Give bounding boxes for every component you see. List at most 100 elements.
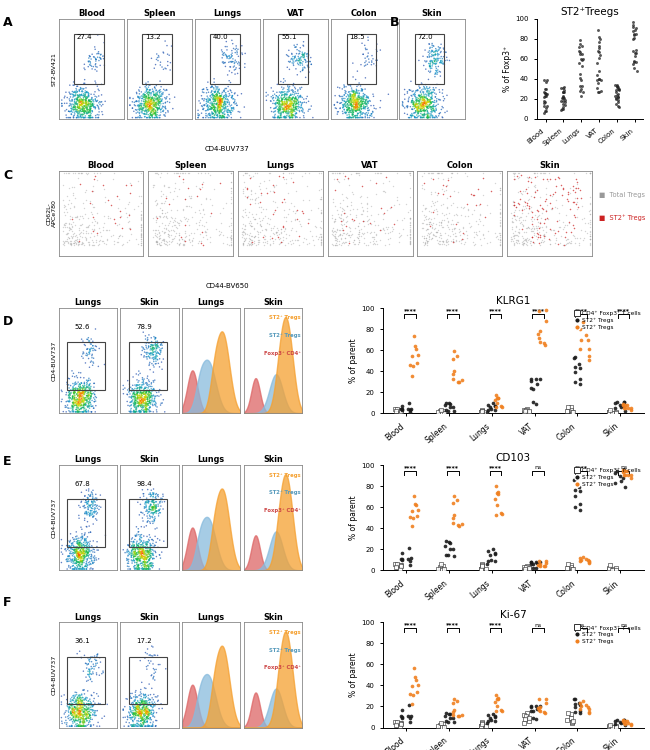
- Point: [438, 91, 448, 103]
- Point: [246, 236, 256, 248]
- Point: [288, 104, 298, 116]
- Point: [133, 392, 143, 404]
- Point: [125, 99, 135, 111]
- Point: [337, 83, 348, 95]
- Point: [423, 88, 434, 101]
- Point: [421, 100, 431, 112]
- Point: [134, 112, 144, 124]
- Point: [140, 707, 151, 719]
- Point: [71, 545, 81, 557]
- Point: [493, 693, 504, 705]
- Point: [410, 88, 420, 100]
- Point: [71, 696, 81, 708]
- Point: [240, 167, 251, 179]
- Point: [136, 506, 147, 518]
- Point: [346, 112, 357, 124]
- Point: [134, 562, 144, 574]
- Point: [353, 102, 363, 114]
- Point: [83, 506, 94, 518]
- Point: [610, 562, 621, 574]
- Point: [155, 104, 166, 116]
- Point: [143, 496, 153, 508]
- Point: [144, 94, 154, 106]
- Point: [77, 524, 87, 536]
- Point: [103, 194, 113, 206]
- Point: [64, 402, 74, 414]
- Point: [133, 99, 144, 111]
- Point: [127, 555, 137, 567]
- Point: [89, 663, 99, 675]
- Point: [79, 694, 90, 706]
- Point: [141, 86, 151, 98]
- Point: [73, 554, 84, 566]
- Point: [396, 704, 407, 716]
- Point: [131, 395, 142, 407]
- Point: [88, 700, 99, 712]
- Point: [72, 538, 83, 550]
- Point: [122, 236, 132, 248]
- Point: [73, 556, 83, 568]
- Point: [361, 106, 372, 118]
- Point: [511, 200, 521, 212]
- Point: [128, 406, 138, 418]
- Point: [344, 102, 354, 114]
- Point: [90, 75, 100, 87]
- Point: [209, 83, 219, 95]
- Point: [227, 102, 237, 114]
- Point: [133, 238, 144, 250]
- Point: [124, 555, 134, 567]
- Point: [71, 710, 81, 722]
- Point: [78, 386, 88, 398]
- Point: [431, 62, 441, 74]
- Point: [68, 390, 79, 402]
- Point: [315, 193, 326, 205]
- Point: [75, 699, 85, 711]
- Point: [514, 203, 525, 215]
- Point: [545, 238, 555, 250]
- Point: [90, 101, 101, 113]
- Point: [150, 98, 161, 109]
- Point: [150, 333, 160, 345]
- Point: [131, 95, 142, 107]
- Point: [330, 225, 341, 237]
- Point: [432, 206, 442, 218]
- Point: [83, 707, 94, 719]
- Point: [209, 106, 220, 118]
- Point: [76, 387, 86, 399]
- Point: [81, 709, 92, 721]
- Point: [90, 90, 100, 102]
- Point: [260, 223, 270, 235]
- Point: [178, 202, 188, 214]
- Point: [151, 85, 161, 97]
- Point: [73, 213, 84, 225]
- Point: [284, 106, 294, 118]
- Point: [276, 94, 287, 106]
- Point: [575, 184, 586, 196]
- Point: [68, 236, 79, 248]
- Point: [206, 96, 216, 108]
- Point: [478, 172, 488, 184]
- Point: [422, 110, 433, 122]
- Point: [344, 88, 355, 101]
- Point: [77, 95, 88, 107]
- Point: [83, 516, 93, 528]
- Point: [135, 394, 146, 406]
- Point: [533, 220, 543, 232]
- Point: [156, 95, 166, 107]
- Point: [85, 374, 96, 386]
- Point: [227, 93, 238, 105]
- Point: [146, 382, 157, 394]
- Point: [226, 232, 236, 244]
- Point: [133, 380, 143, 392]
- Point: [422, 112, 433, 124]
- Point: [226, 167, 236, 179]
- Point: [469, 226, 479, 238]
- Point: [567, 184, 578, 196]
- Point: [362, 238, 372, 250]
- Point: [133, 718, 143, 730]
- Point: [369, 100, 379, 112]
- Point: [205, 104, 215, 116]
- Point: [74, 550, 85, 562]
- Point: [133, 704, 143, 716]
- Point: [274, 104, 284, 116]
